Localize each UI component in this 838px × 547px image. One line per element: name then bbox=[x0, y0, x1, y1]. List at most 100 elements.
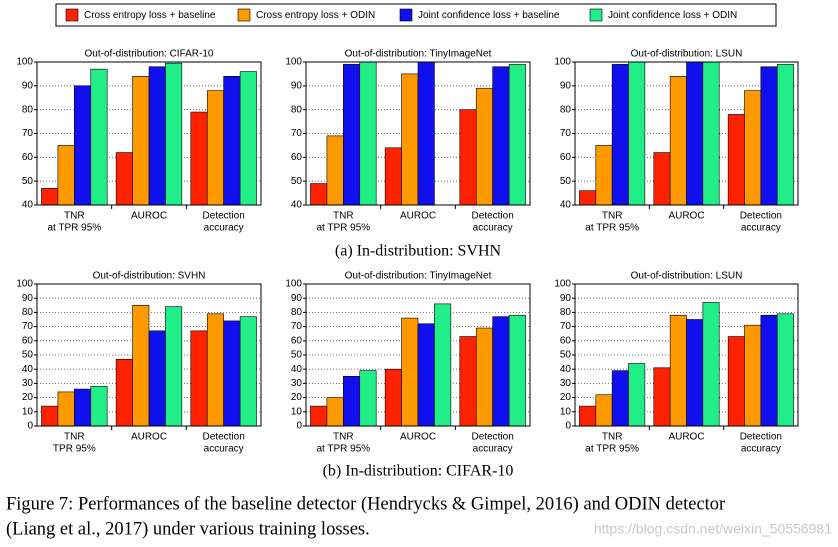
bar bbox=[611, 64, 629, 206]
bar bbox=[190, 111, 208, 206]
bar bbox=[579, 405, 597, 427]
y-tick-label: 20 bbox=[22, 392, 34, 403]
bar bbox=[41, 188, 59, 206]
bar bbox=[459, 336, 477, 427]
x-tick-label: Detection bbox=[740, 432, 782, 443]
bar bbox=[239, 316, 257, 427]
chart-title: Out-of-distribution: SVHN bbox=[93, 271, 206, 282]
x-tick-label: accuracy bbox=[473, 223, 513, 234]
x-tick-label: AUROC bbox=[668, 211, 704, 222]
y-tick-label: 60 bbox=[291, 335, 303, 346]
y-tick-label: 100 bbox=[554, 57, 571, 68]
bar bbox=[90, 68, 108, 206]
bar bbox=[206, 313, 224, 427]
x-tick-label: accuracy bbox=[741, 444, 781, 455]
y-tick-label: 50 bbox=[560, 176, 572, 187]
x-tick-label: TNR bbox=[602, 432, 623, 443]
bar bbox=[359, 61, 377, 206]
bar bbox=[595, 394, 613, 427]
x-tick-label: AUROC bbox=[131, 432, 167, 443]
x-tick-label: at TPR 95% bbox=[47, 223, 101, 234]
y-tick-label: 60 bbox=[560, 335, 572, 346]
bar bbox=[686, 319, 704, 427]
bar bbox=[115, 152, 133, 206]
x-tick-label: Detection bbox=[472, 432, 514, 443]
bar bbox=[310, 183, 328, 206]
y-tick-label: 40 bbox=[560, 364, 572, 375]
bar bbox=[727, 336, 745, 427]
bar bbox=[760, 66, 778, 206]
chart-title: Out-of-distribution: CIFAR-10 bbox=[85, 49, 214, 60]
chart-title: Out-of-distribution: TinyImageNet bbox=[345, 271, 492, 282]
x-tick-label: TPR 95% bbox=[53, 444, 96, 455]
bar bbox=[401, 317, 419, 427]
bar bbox=[611, 370, 629, 427]
x-tick-label: TNR bbox=[333, 432, 354, 443]
bar bbox=[628, 61, 646, 206]
chart-title: Out-of-distribution: LSUN bbox=[631, 49, 743, 60]
y-tick-label: 50 bbox=[560, 350, 572, 361]
legend-swatch bbox=[399, 8, 413, 22]
y-tick-label: 40 bbox=[560, 200, 572, 211]
bar bbox=[417, 323, 435, 427]
y-tick-label: 100 bbox=[285, 279, 302, 290]
legend-label: Joint confidence loss + baseline bbox=[418, 10, 560, 21]
bar bbox=[239, 71, 257, 206]
bar bbox=[57, 145, 75, 206]
x-tick-label: TNR bbox=[64, 211, 85, 222]
plot-frame bbox=[305, 61, 531, 206]
y-tick-label: 20 bbox=[560, 392, 572, 403]
x-tick-label: TNR bbox=[333, 211, 354, 222]
plot-frame bbox=[36, 61, 262, 206]
bar bbox=[74, 388, 92, 427]
bar bbox=[628, 363, 646, 427]
y-tick-label: 40 bbox=[22, 200, 34, 211]
x-tick-label: accuracy bbox=[204, 444, 244, 455]
y-tick-label: 80 bbox=[560, 307, 572, 318]
figure-caption: (Liang et al., 2017) under various train… bbox=[6, 519, 370, 539]
bar bbox=[343, 375, 361, 427]
bar bbox=[459, 109, 477, 206]
bar bbox=[776, 64, 794, 206]
bar bbox=[401, 73, 419, 206]
y-tick-label: 100 bbox=[285, 57, 302, 68]
y-tick-label: 100 bbox=[554, 279, 571, 290]
y-tick-label: 70 bbox=[291, 128, 303, 139]
x-tick-label: AUROC bbox=[400, 211, 436, 222]
x-tick-label: accuracy bbox=[204, 223, 244, 234]
bar bbox=[310, 405, 328, 427]
legend-swatch bbox=[237, 8, 251, 22]
y-tick-label: 60 bbox=[291, 152, 303, 163]
x-tick-label: AUROC bbox=[668, 432, 704, 443]
x-tick-label: TNR bbox=[602, 211, 623, 222]
bar bbox=[508, 64, 526, 206]
y-tick-label: 20 bbox=[291, 392, 303, 403]
legend-label: Cross entropy loss + baseline bbox=[84, 10, 216, 21]
y-tick-label: 90 bbox=[291, 80, 303, 91]
y-tick-label: 50 bbox=[291, 350, 303, 361]
legend-swatch bbox=[65, 8, 79, 22]
x-tick-label: AUROC bbox=[131, 211, 167, 222]
bar bbox=[343, 64, 361, 206]
caption: (a) In-distribution: SVHN bbox=[335, 243, 502, 260]
y-tick-label: 90 bbox=[560, 80, 572, 91]
y-tick-label: 80 bbox=[291, 104, 303, 115]
y-tick-label: 10 bbox=[22, 406, 34, 417]
bar bbox=[132, 76, 150, 206]
bar bbox=[384, 368, 402, 427]
x-tick-label: accuracy bbox=[473, 444, 513, 455]
y-tick-label: 30 bbox=[560, 378, 572, 389]
x-tick-label: Detection bbox=[472, 211, 514, 222]
bar bbox=[57, 391, 75, 427]
bar bbox=[223, 76, 241, 206]
x-tick-label: TNR bbox=[64, 432, 85, 443]
x-tick-label: Detection bbox=[203, 211, 245, 222]
legend-label: Joint confidence loss + ODIN bbox=[608, 10, 737, 21]
bar bbox=[74, 85, 92, 206]
plot-frame bbox=[574, 61, 799, 206]
bar bbox=[475, 327, 493, 427]
y-tick-label: 40 bbox=[291, 200, 303, 211]
bar bbox=[595, 145, 613, 206]
bar bbox=[686, 61, 704, 206]
